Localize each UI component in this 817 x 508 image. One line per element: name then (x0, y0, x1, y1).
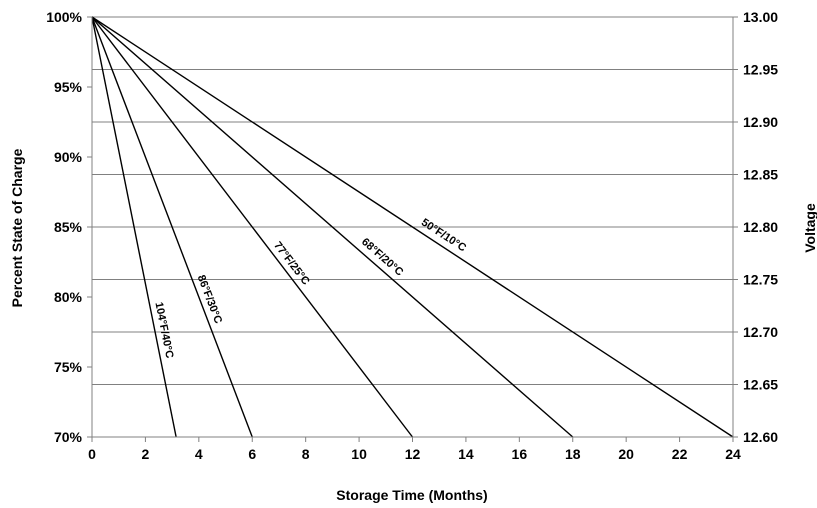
x-tick-label: 16 (512, 446, 528, 462)
x-tick-label: 0 (88, 446, 96, 462)
axis-layer: 0 2 4 6 8 10 12 14 16 18 20 22 2470%75%80%85%90%95%1… (46, 9, 778, 462)
series-line (91, 16, 574, 438)
series-line (91, 16, 253, 438)
label-layer: 104°F/40°C86°F/30°C77°F/25°C 68°F/20°C50°… (152, 216, 468, 359)
x-tick-label: 24 (725, 446, 741, 462)
y2-tick-label: 12.60 (743, 429, 778, 445)
x-tick-label: 22 (672, 446, 688, 462)
x-tick-label: 6 (248, 446, 256, 462)
y-tick-label: 80% (54, 289, 83, 305)
series-label: 104°F/40°C (152, 301, 175, 359)
y-tick-label: 90% (54, 149, 83, 165)
x-tick-label: 12 (405, 446, 421, 462)
y-tick-label: 100% (46, 9, 82, 25)
series-layer (91, 16, 734, 438)
y2-tick-label: 12.65 (743, 377, 778, 393)
y2-tick-label: 12.70 (743, 324, 778, 340)
y-axis-title: Percent State of Charge (9, 148, 25, 307)
y2-tick-label: 12.90 (743, 114, 778, 130)
series-line (91, 16, 414, 438)
x-tick-label: 8 (302, 446, 310, 462)
series-label: 77°F/25°C (271, 240, 312, 288)
x-tick-label: 2 (142, 446, 150, 462)
y-tick-label: 70% (54, 429, 83, 445)
x-tick-label: 20 (618, 446, 634, 462)
y2-tick-label: 13.00 (743, 9, 778, 25)
x-tick-label: 10 (351, 446, 367, 462)
y2-tick-label: 12.75 (743, 272, 778, 288)
y-tick-label: 85% (54, 219, 83, 235)
y-tick-label: 75% (54, 359, 83, 375)
x-tick-label: 18 (565, 446, 581, 462)
y-tick-label: 95% (54, 79, 83, 95)
series-line (91, 16, 177, 438)
y2-tick-label: 12.85 (743, 167, 778, 183)
y2-tick-label: 12.95 (743, 62, 778, 78)
x-axis-title: Storage Time (Months) (336, 487, 487, 503)
y2-axis-title: Voltage (802, 203, 817, 253)
x-tick-label: 4 (195, 446, 203, 462)
y2-tick-label: 12.80 (743, 219, 778, 235)
x-tick-label: 14 (458, 446, 474, 462)
series-line (91, 16, 734, 438)
